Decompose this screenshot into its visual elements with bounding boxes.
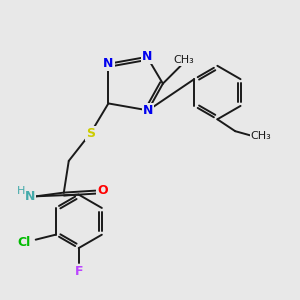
- Text: S: S: [86, 127, 95, 140]
- Text: CH₃: CH₃: [250, 131, 271, 141]
- Text: Cl: Cl: [17, 236, 30, 249]
- Text: H: H: [17, 186, 26, 196]
- Text: N: N: [143, 104, 153, 117]
- Text: N: N: [25, 190, 35, 203]
- Text: O: O: [97, 184, 108, 197]
- Text: CH₃: CH₃: [173, 55, 194, 65]
- Text: N: N: [103, 57, 114, 70]
- Text: N: N: [142, 50, 152, 63]
- Text: F: F: [74, 266, 83, 278]
